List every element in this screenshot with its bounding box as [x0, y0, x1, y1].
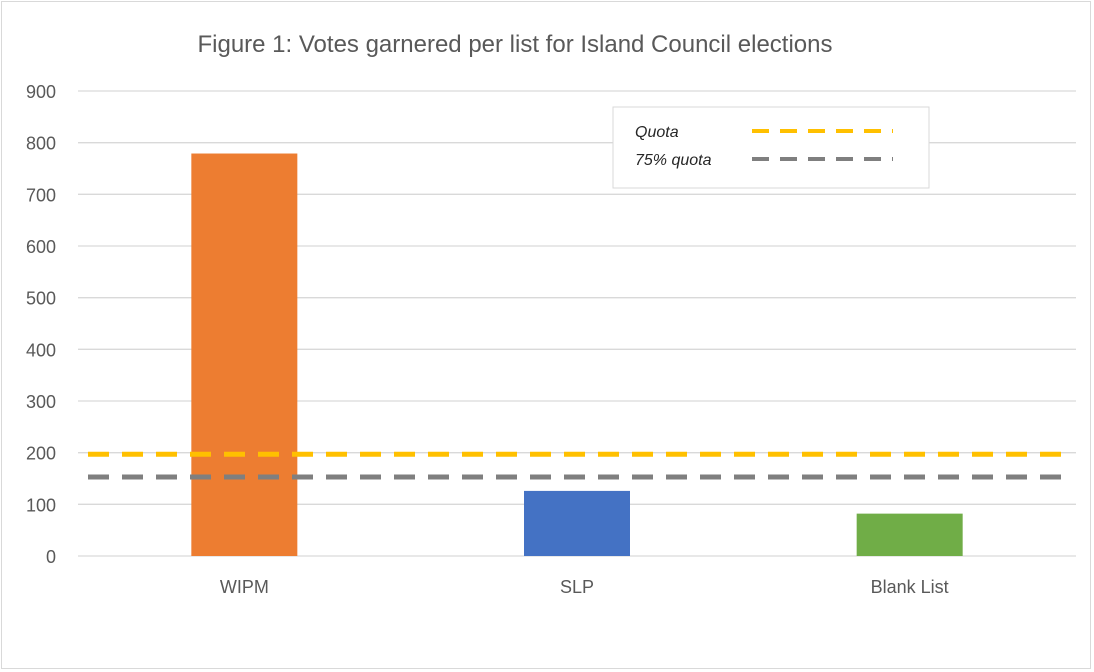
x-tick-label: SLP [560, 577, 594, 597]
bar-slp [524, 490, 630, 556]
bar-wipm [191, 153, 298, 556]
y-tick-label: 700 [26, 185, 56, 205]
reference-lines [88, 451, 1068, 480]
bar-blank-list [856, 513, 963, 556]
legend-label: 75% quota [635, 152, 712, 169]
bars [191, 153, 963, 556]
x-tick-label: WIPM [220, 577, 269, 597]
x-tick-label: Blank List [871, 577, 949, 597]
y-tick-label: 200 [26, 444, 56, 464]
legend: Quota 75% quota [612, 106, 930, 189]
x-axis-ticks: WIPM SLP Blank List [220, 577, 949, 597]
y-tick-label: 300 [26, 392, 56, 412]
y-tick-label: 400 [26, 340, 56, 360]
y-axis-ticks: 0 100 200 300 400 500 600 700 800 900 [26, 82, 56, 567]
y-tick-label: 900 [26, 82, 56, 102]
y-tick-label: 600 [26, 237, 56, 257]
y-tick-label: 100 [26, 495, 56, 515]
y-tick-label: 0 [46, 547, 56, 567]
chart-title: Figure 1: Votes garnered per list for Is… [197, 31, 832, 58]
y-tick-label: 800 [26, 134, 56, 154]
y-tick-label: 500 [26, 289, 56, 309]
legend-label: Quota [635, 124, 679, 141]
legend-box [612, 106, 930, 189]
